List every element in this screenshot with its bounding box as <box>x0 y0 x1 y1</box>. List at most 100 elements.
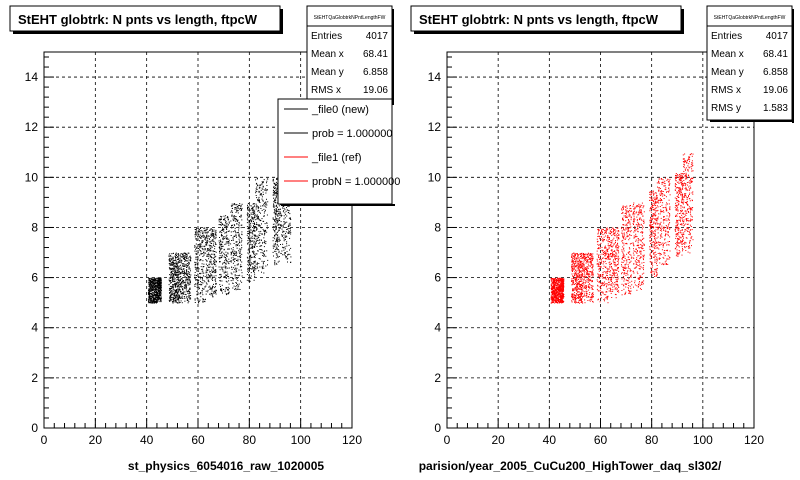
left-point <box>227 230 229 232</box>
right-point <box>586 286 587 288</box>
left-point <box>251 218 253 220</box>
left-point <box>284 236 286 238</box>
left-point <box>215 280 217 282</box>
left-point <box>175 291 177 292</box>
left-point <box>182 253 184 255</box>
left-point <box>171 253 173 255</box>
left-point <box>220 276 222 278</box>
left-point <box>261 249 263 251</box>
right-point <box>552 291 553 293</box>
left-point <box>202 278 203 280</box>
right-point <box>592 295 594 297</box>
right-point <box>585 292 587 294</box>
left-point <box>225 251 227 253</box>
right-point <box>585 276 587 278</box>
left-point <box>234 288 236 290</box>
left-point <box>232 256 234 258</box>
right-point <box>562 281 564 282</box>
left-point <box>223 219 225 221</box>
right-point <box>556 292 558 294</box>
left-point <box>286 241 288 243</box>
left-point <box>256 218 258 219</box>
left-point <box>170 256 172 258</box>
left-point <box>200 292 202 293</box>
left-point <box>225 237 227 239</box>
left-point <box>175 285 176 287</box>
left-point <box>211 290 213 292</box>
left-point <box>290 217 291 219</box>
left-point <box>182 281 184 283</box>
left-point <box>186 287 188 289</box>
left-point <box>211 276 213 278</box>
right-point <box>585 273 587 275</box>
left-point <box>222 238 224 240</box>
left-point <box>208 252 210 254</box>
left-point <box>182 293 184 295</box>
right-point <box>554 300 556 302</box>
left-point <box>172 264 174 266</box>
left-point <box>246 213 248 215</box>
right-point <box>591 281 593 283</box>
right-point <box>586 268 588 270</box>
right-point <box>552 282 554 284</box>
right-point <box>555 286 557 288</box>
left-point <box>196 239 198 241</box>
right-point <box>590 286 592 288</box>
right-point <box>576 282 578 284</box>
left-point <box>160 278 161 280</box>
left-point <box>278 224 280 226</box>
right-point <box>562 300 563 302</box>
right-point <box>571 293 573 295</box>
left-point <box>257 217 259 219</box>
left-point <box>215 289 217 291</box>
left-point <box>234 255 236 256</box>
left-point <box>254 267 256 268</box>
left-point <box>169 298 171 300</box>
left-point <box>178 260 180 262</box>
right-point <box>573 263 575 265</box>
right-point <box>597 232 599 234</box>
left-point <box>273 185 275 187</box>
left-point <box>172 278 174 280</box>
left-point-cluster <box>230 203 243 291</box>
left-point <box>225 258 227 260</box>
left-point <box>264 229 266 231</box>
left-point <box>236 218 237 220</box>
left-point <box>177 294 179 296</box>
right-point <box>576 261 578 263</box>
left-point <box>281 250 283 252</box>
left-point <box>188 296 190 297</box>
left-point <box>263 215 265 217</box>
left-point <box>181 295 183 297</box>
left-point <box>262 265 264 267</box>
left-point <box>158 290 160 292</box>
right-point <box>583 272 585 274</box>
left-point <box>221 254 223 256</box>
right-point <box>582 264 584 266</box>
left-point <box>151 292 153 294</box>
left-point <box>195 257 197 258</box>
left-point <box>185 281 187 283</box>
left-point <box>168 277 170 279</box>
right-point <box>553 287 555 289</box>
left-point <box>196 230 198 232</box>
right-point <box>582 269 583 271</box>
left-point <box>169 257 171 259</box>
left-point <box>246 274 248 275</box>
left-point <box>264 250 266 252</box>
left-point <box>226 226 228 228</box>
left-point <box>273 246 275 248</box>
left-point <box>232 237 234 239</box>
right-point <box>591 294 593 296</box>
left-point <box>273 200 275 202</box>
left-point <box>155 295 157 297</box>
left-point <box>272 247 274 249</box>
left-point <box>207 280 209 282</box>
right-point <box>550 296 552 298</box>
left-point <box>152 280 154 282</box>
left-point <box>178 257 180 259</box>
left-point <box>197 288 199 290</box>
left-point <box>177 278 179 280</box>
left-point <box>201 290 203 292</box>
left-point <box>169 297 171 299</box>
